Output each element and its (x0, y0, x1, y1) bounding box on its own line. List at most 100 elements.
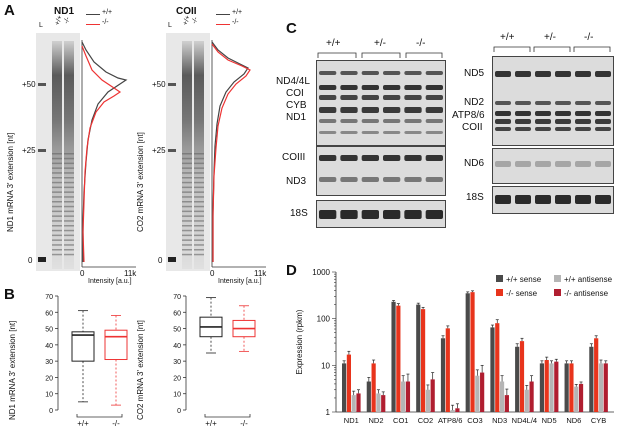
ladder-rung (182, 234, 192, 237)
blot-band (404, 177, 422, 182)
bar--sense (495, 323, 500, 412)
blot-band (361, 155, 379, 161)
blot-band (595, 161, 611, 167)
bar--sense (445, 328, 450, 412)
bar--sense (544, 360, 549, 412)
blot-label-18s-left: 18S (290, 208, 308, 219)
bar--sense (366, 381, 371, 412)
nd1-lane-ko: -/- (62, 16, 72, 25)
ladder-rung (64, 215, 74, 217)
nd1-legend-ko-line (86, 24, 100, 25)
blot-band (319, 95, 337, 100)
ladder-rung (194, 244, 204, 246)
blot-band (404, 71, 422, 75)
ladder-rung (182, 157, 192, 160)
co2-legend-wt-line (216, 14, 230, 15)
blot-left-18s-bands (319, 210, 443, 219)
blot-band (361, 95, 379, 100)
ladder-rung (64, 220, 74, 222)
ladder-rung (52, 234, 62, 237)
ladder-rung (182, 196, 192, 198)
ladder-rung (52, 210, 62, 213)
blot-band (495, 195, 511, 204)
blot-band (555, 101, 571, 105)
ladder-rung (194, 249, 204, 251)
ladder-rung (194, 239, 204, 241)
box-y-tick-label: 20 (173, 375, 181, 382)
nd1-intensity-profile (81, 40, 136, 268)
blot-band (340, 95, 358, 100)
ladder-rung (52, 191, 62, 193)
nd1-tick-50: +50 (22, 80, 36, 89)
legend-swatch (496, 289, 503, 296)
blot-band (383, 107, 401, 113)
bar--antisense (574, 386, 579, 412)
co2-legend-ko-line (216, 24, 230, 25)
blot-right-nd6-bands (495, 161, 611, 167)
legend-swatch (554, 289, 561, 296)
ladder-rung (64, 157, 74, 160)
ladder-rung (52, 229, 62, 232)
ladder-rung (182, 205, 192, 208)
ladder-rung (52, 177, 62, 179)
nd1-tick-0: 0 (28, 256, 33, 265)
blot-band (555, 195, 571, 204)
co2-xlabel: Intensity [a.u.] (218, 278, 262, 285)
nd1-xlabel: Intensity [a.u.] (88, 278, 132, 285)
blot-band (495, 119, 511, 124)
blot-band (595, 195, 611, 204)
ladder-rung (194, 201, 204, 203)
panel-b-label: B (4, 286, 15, 303)
panel-a-label: A (4, 2, 15, 19)
blot-left-group-wt: +/+ (326, 38, 341, 49)
nd1-profile-ko (81, 45, 122, 263)
blot-band (319, 210, 337, 219)
legend-label: +/+ antisense (564, 275, 613, 284)
bar--sense (589, 346, 594, 412)
ladder-rung (52, 249, 62, 251)
co2-box-ylabel: CO2 mRNA 3' extension [nt] (136, 320, 145, 420)
nd1-gel-image (36, 33, 80, 271)
bar--sense (371, 363, 376, 412)
blot-band (425, 107, 443, 113)
blot-band (383, 131, 401, 134)
ladder-rung (52, 172, 62, 174)
co2-legend-wt: +/+ (232, 9, 243, 16)
co2-lane-ko: -/- (190, 16, 200, 25)
ladder-rung (64, 186, 74, 189)
blot-band (361, 177, 379, 182)
ladder-rung (64, 172, 74, 174)
co2-tick-25: +25 (152, 146, 166, 155)
ladder-rung (182, 186, 192, 189)
blot-band (425, 131, 443, 134)
ladder-rung (194, 215, 204, 217)
blot-left-mid-bands (319, 155, 443, 182)
blot-band (340, 85, 358, 90)
blot-band (575, 101, 591, 105)
panel-c-label: C (286, 20, 297, 37)
bar--antisense (598, 363, 604, 412)
co2-gel-image (166, 33, 210, 271)
blot-band (595, 111, 611, 116)
ladder-rung (182, 172, 192, 174)
ladder-rung (194, 153, 204, 155)
blot-right-group-wt: +/+ (500, 32, 515, 43)
blot-band (361, 85, 379, 90)
blot-band (383, 155, 401, 161)
co2-lane-l: L (168, 22, 172, 29)
bar-category-label: CO1 (393, 416, 408, 425)
bar--sense (420, 309, 426, 412)
box-y-tick-label: 40 (173, 343, 181, 350)
legend-label: -/- sense (506, 289, 538, 298)
blot-label-18s-right: 18S (466, 192, 484, 203)
blot-band (383, 177, 401, 182)
bar--sense (396, 305, 401, 412)
ladder-rung (52, 153, 62, 155)
ladder-rung (182, 162, 192, 165)
co2-profile-ko (211, 43, 251, 262)
ladder-rung (182, 167, 192, 169)
blot-band (340, 155, 358, 161)
bar--antisense (480, 372, 485, 412)
blot-band (555, 71, 571, 77)
ladder-rung (194, 205, 204, 208)
